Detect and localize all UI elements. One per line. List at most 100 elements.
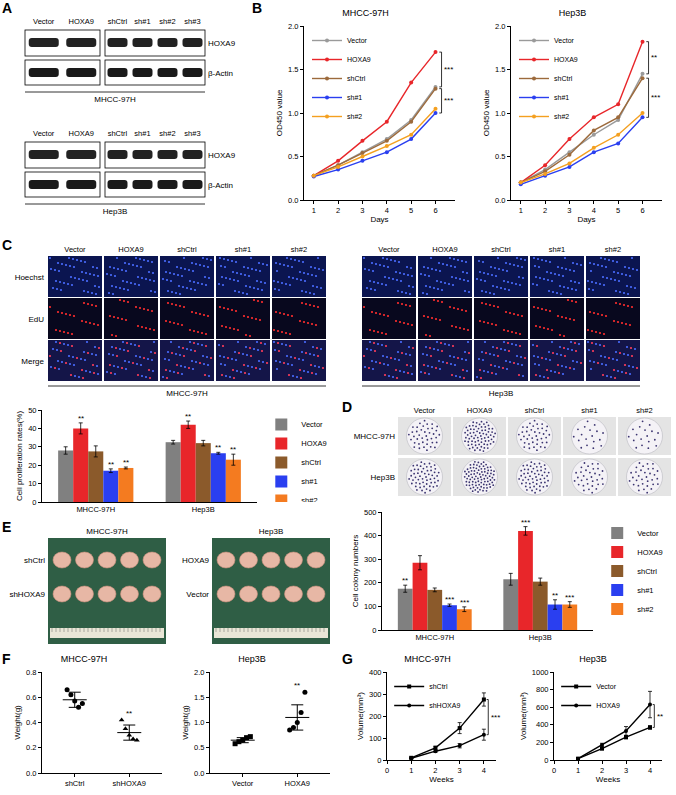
svg-text:***: *** [491,713,500,722]
svg-text:200: 200 [364,578,377,587]
svg-text:shCtrl: shCtrl [554,75,573,82]
svg-text:***: *** [521,518,530,527]
svg-text:0: 0 [32,498,36,507]
svg-text:1000: 1000 [532,668,549,677]
svg-text:1: 1 [312,206,316,215]
svg-text:1.0: 1.0 [288,109,298,118]
svg-text:MHCC-97H: MHCC-97H [61,654,108,664]
svg-text:shCtrl: shCtrl [525,406,545,415]
svg-text:40: 40 [28,424,36,433]
svg-text:shCtrl: shCtrl [301,458,321,467]
svg-text:sh#1: sh#1 [549,245,565,254]
svg-text:0.4: 0.4 [26,718,36,727]
svg-text:sh#1: sh#1 [301,477,317,486]
svg-text:sh#1: sh#1 [637,586,653,595]
svg-text:Volume(mm³): Volume(mm³) [519,692,528,740]
svg-text:Days: Days [577,215,595,224]
svg-text:MHCC-97H: MHCC-97H [86,527,128,536]
svg-text:sh#2: sh#2 [301,496,317,502]
svg-text:30: 30 [28,442,36,451]
svg-text:3: 3 [360,206,364,215]
svg-text:OD450 value: OD450 value [275,89,284,136]
svg-text:0: 0 [552,766,556,775]
svg-text:sh#2: sh#2 [637,605,653,614]
svg-text:3: 3 [567,206,571,215]
svg-text:***: *** [565,593,574,602]
svg-text:G: G [342,651,353,667]
svg-text:**: ** [185,412,191,421]
svg-text:500: 500 [364,508,377,517]
svg-text:200: 200 [536,738,549,747]
svg-text:HOXA9: HOXA9 [285,779,310,788]
svg-text:Vector: Vector [232,779,254,788]
svg-text:0: 0 [544,756,548,765]
svg-text:sh#2: sh#2 [554,113,569,120]
svg-text:Vector: Vector [33,129,55,138]
svg-text:400: 400 [536,720,549,729]
svg-text:β-Actin: β-Actin [208,181,233,190]
svg-text:sh#2: sh#2 [291,245,307,254]
svg-text:4: 4 [385,206,389,215]
svg-text:HOXA9: HOXA9 [301,439,326,448]
svg-text:Cell proliferation rates(%): Cell proliferation rates(%) [15,411,24,502]
svg-text:Hep3B: Hep3B [192,505,215,514]
svg-text:HOXA9: HOXA9 [69,129,94,138]
svg-text:**: ** [123,458,129,467]
svg-text:shCtrl: shCtrl [177,245,197,254]
svg-text:3: 3 [624,766,628,775]
svg-text:EdU: EdU [28,315,44,324]
svg-text:HOXA9: HOXA9 [432,245,457,254]
svg-text:***: *** [651,93,660,102]
svg-text:1.5: 1.5 [194,693,204,702]
svg-text:***: *** [460,598,469,607]
svg-text:Vector: Vector [64,245,86,254]
svg-text:Weeks: Weeks [429,775,453,784]
svg-text:600: 600 [536,703,549,712]
svg-text:Hoechst: Hoechst [15,273,45,282]
svg-text:***: *** [445,595,454,604]
svg-text:3: 3 [458,766,462,775]
svg-text:5: 5 [409,206,413,215]
svg-text:**: ** [552,591,558,600]
svg-text:400: 400 [369,668,382,677]
svg-text:shCtrl: shCtrl [347,75,366,82]
svg-text:10: 10 [28,479,36,488]
svg-text:C: C [2,237,12,253]
svg-text:0.8: 0.8 [26,668,36,677]
svg-text:2.0: 2.0 [495,22,505,31]
svg-text:Days: Days [370,215,388,224]
svg-text:0.5: 0.5 [194,743,204,752]
svg-text:Vector: Vector [186,590,209,599]
svg-text:1: 1 [519,206,523,215]
svg-text:MHCC-97H: MHCC-97H [342,8,389,18]
svg-text:2: 2 [433,766,437,775]
svg-text:0: 0 [377,756,381,765]
svg-text:sh#2: sh#2 [159,17,175,26]
svg-text:Hep3B: Hep3B [529,633,552,642]
svg-text:MHCC-97H: MHCC-97H [404,654,451,664]
svg-text:OD450 value: OD450 value [482,89,491,136]
svg-text:400: 400 [364,531,377,540]
svg-text:HOXA9: HOXA9 [596,702,620,709]
svg-text:E: E [2,519,11,535]
svg-text:Hep3B: Hep3B [238,654,266,664]
svg-text:1.5: 1.5 [288,65,298,74]
svg-text:MHCC-97H: MHCC-97H [354,432,396,441]
svg-text:sh#3: sh#3 [184,17,200,26]
svg-text:Vector: Vector [637,529,659,538]
svg-text:shHOXA9: shHOXA9 [113,779,146,788]
svg-text:shCtrl: shCtrl [491,245,511,254]
svg-text:shHOXA9: shHOXA9 [9,590,45,599]
svg-text:HOXA9: HOXA9 [554,56,578,63]
svg-text:Weight(g): Weight(g) [13,705,22,740]
svg-text:50: 50 [28,406,36,415]
svg-text:0.0: 0.0 [26,769,36,778]
svg-text:sh#3: sh#3 [184,129,200,138]
svg-text:200: 200 [369,712,382,721]
svg-text:HOXA9: HOXA9 [69,17,94,26]
svg-text:Merge: Merge [21,357,44,366]
svg-text:sh#1: sh#1 [235,245,251,254]
svg-text:D: D [342,399,352,415]
svg-text:sh#2: sh#2 [636,406,652,415]
svg-text:0: 0 [385,766,389,775]
